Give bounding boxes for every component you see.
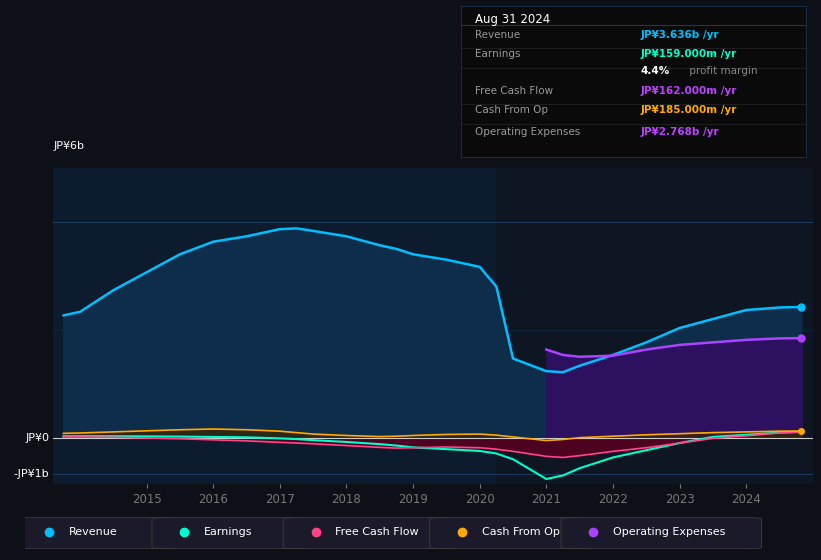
FancyBboxPatch shape	[283, 517, 453, 549]
Text: JP¥2.768b /yr: JP¥2.768b /yr	[640, 127, 719, 137]
Text: 4.4%: 4.4%	[640, 66, 670, 76]
Text: JP¥3.636b /yr: JP¥3.636b /yr	[640, 30, 719, 40]
FancyBboxPatch shape	[561, 517, 762, 549]
Text: Aug 31 2024: Aug 31 2024	[475, 13, 550, 26]
Text: profit margin: profit margin	[686, 66, 757, 76]
FancyBboxPatch shape	[152, 517, 306, 549]
Text: Cash From Op: Cash From Op	[475, 105, 548, 115]
Text: JP¥6b: JP¥6b	[53, 141, 85, 151]
Text: Earnings: Earnings	[475, 49, 521, 59]
Text: JP¥162.000m /yr: JP¥162.000m /yr	[640, 86, 737, 96]
Text: Free Cash Flow: Free Cash Flow	[335, 527, 419, 537]
Text: Cash From Op: Cash From Op	[481, 527, 559, 537]
FancyBboxPatch shape	[17, 517, 175, 549]
Text: JP¥0: JP¥0	[25, 433, 49, 442]
Text: Revenue: Revenue	[69, 527, 117, 537]
Text: Operating Expenses: Operating Expenses	[475, 127, 580, 137]
Text: -JP¥1b: -JP¥1b	[14, 469, 49, 479]
Text: Revenue: Revenue	[475, 30, 521, 40]
Text: Free Cash Flow: Free Cash Flow	[475, 86, 553, 96]
FancyBboxPatch shape	[430, 517, 588, 549]
Text: JP¥185.000m /yr: JP¥185.000m /yr	[640, 105, 737, 115]
Text: JP¥159.000m /yr: JP¥159.000m /yr	[640, 49, 737, 59]
Text: Operating Expenses: Operating Expenses	[612, 527, 725, 537]
Text: Earnings: Earnings	[204, 527, 252, 537]
Bar	[497, 168, 813, 484]
